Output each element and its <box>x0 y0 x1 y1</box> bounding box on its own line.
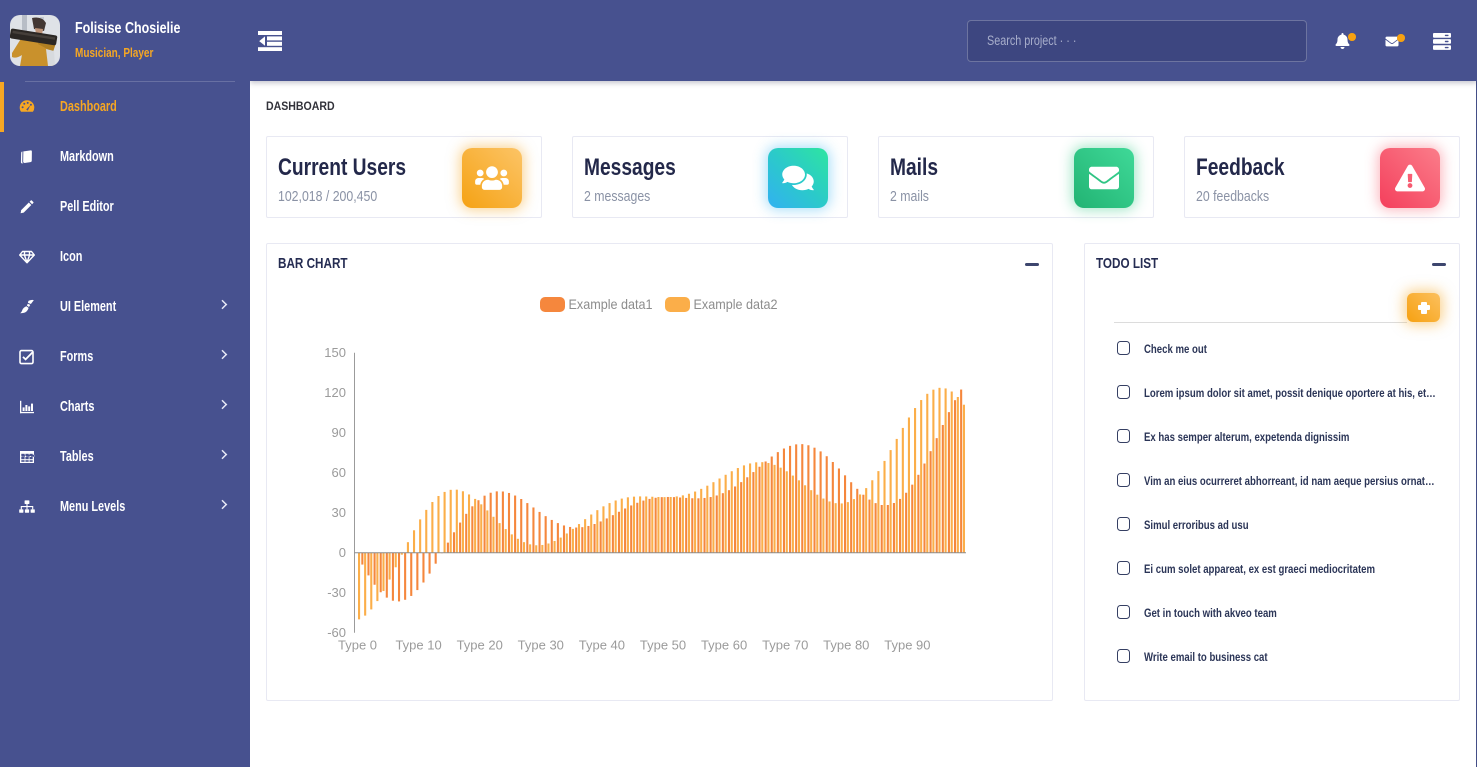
svg-text:60: 60 <box>332 465 346 480</box>
svg-text:150: 150 <box>324 345 346 360</box>
svg-text:Type 40: Type 40 <box>579 638 625 653</box>
svg-text:0: 0 <box>339 545 346 560</box>
svg-text:120: 120 <box>324 385 346 400</box>
svg-text:Type 80: Type 80 <box>823 638 869 653</box>
svg-text:Type 70: Type 70 <box>762 638 808 653</box>
svg-text:-30: -30 <box>327 585 346 600</box>
svg-text:Type 10: Type 10 <box>395 638 441 653</box>
svg-text:30: 30 <box>332 505 346 520</box>
svg-text:Type 90: Type 90 <box>884 638 930 653</box>
svg-text:Type 50: Type 50 <box>640 638 686 653</box>
svg-text:Type 20: Type 20 <box>457 638 503 653</box>
svg-text:Type 0: Type 0 <box>338 638 377 653</box>
svg-text:Type 30: Type 30 <box>518 638 564 653</box>
svg-text:90: 90 <box>332 425 346 440</box>
svg-text:Type 60: Type 60 <box>701 638 747 653</box>
svg-text:-60: -60 <box>327 625 346 640</box>
